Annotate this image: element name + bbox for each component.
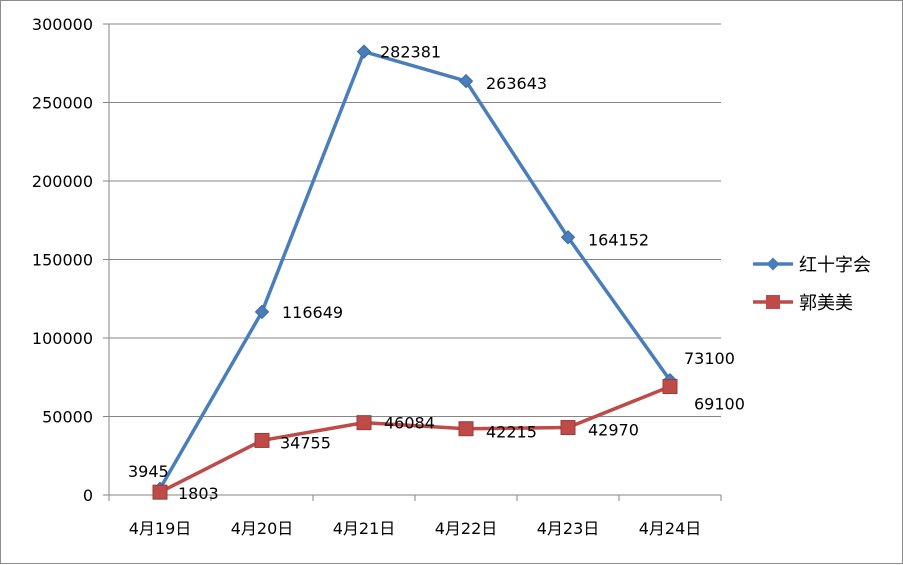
y-tick-label: 50000 [42, 408, 93, 427]
legend-entry: 红十字会 [753, 255, 871, 276]
data-point-marker [458, 421, 474, 437]
data-labels: 3945 116649 282381 263643 164152 73100 1803 347… [128, 43, 745, 504]
data-point-marker [560, 420, 576, 436]
y-tick-label: 200000 [32, 172, 93, 191]
legend-label: 红十字会 [799, 255, 871, 276]
data-point-marker [254, 304, 270, 320]
data-label: 46084 [384, 414, 435, 433]
x-tick-label: 4月23日 [537, 519, 600, 538]
data-label: 282381 [380, 43, 441, 62]
x-tick-label: 4月21日 [333, 519, 396, 538]
y-tick-label: 100000 [32, 329, 93, 348]
data-label: 69100 [694, 395, 745, 414]
legend-entry: 郭美美 [753, 293, 853, 314]
x-tick-label: 4月20日 [231, 519, 294, 538]
data-point-marker [356, 44, 372, 59]
y-tick-label: 250000 [32, 94, 93, 113]
data-label: 1803 [178, 484, 219, 503]
data-label: 42215 [486, 423, 537, 442]
data-label: 116649 [282, 303, 343, 322]
y-tick-label: 0 [83, 486, 93, 505]
data-label: 42970 [588, 421, 639, 440]
data-label: 73100 [684, 349, 735, 368]
data-label: 34755 [280, 433, 331, 452]
x-tick-label: 4月22日 [435, 519, 498, 538]
series [152, 44, 678, 500]
x-axis-ticks: 4月19日 4月20日 4月21日 4月22日 4月23日 4月24日 [108, 495, 722, 538]
data-point-marker [356, 415, 372, 431]
data-point-marker [458, 73, 474, 89]
data-point-marker [560, 230, 576, 245]
data-point-marker [254, 432, 270, 448]
y-tick-label: 300000 [32, 15, 93, 34]
x-tick-label: 4月19日 [129, 519, 192, 538]
y-tick-label: 150000 [32, 251, 93, 270]
series-line [158, 49, 672, 490]
x-tick-label: 4月24日 [639, 519, 702, 538]
gridlines [109, 23, 721, 417]
legend-marker [766, 295, 780, 309]
legend-marker [766, 257, 780, 271]
data-label: 3945 [128, 462, 169, 481]
data-point-marker [662, 379, 678, 395]
series-line [159, 384, 671, 494]
legend-label: 郭美美 [799, 293, 853, 314]
y-axis-ticks: 0 50000 100000 150000 200000 250000 300000 [32, 15, 109, 505]
data-label: 263643 [486, 74, 547, 93]
data-point-marker [152, 484, 168, 500]
data-label: 164152 [588, 230, 649, 249]
